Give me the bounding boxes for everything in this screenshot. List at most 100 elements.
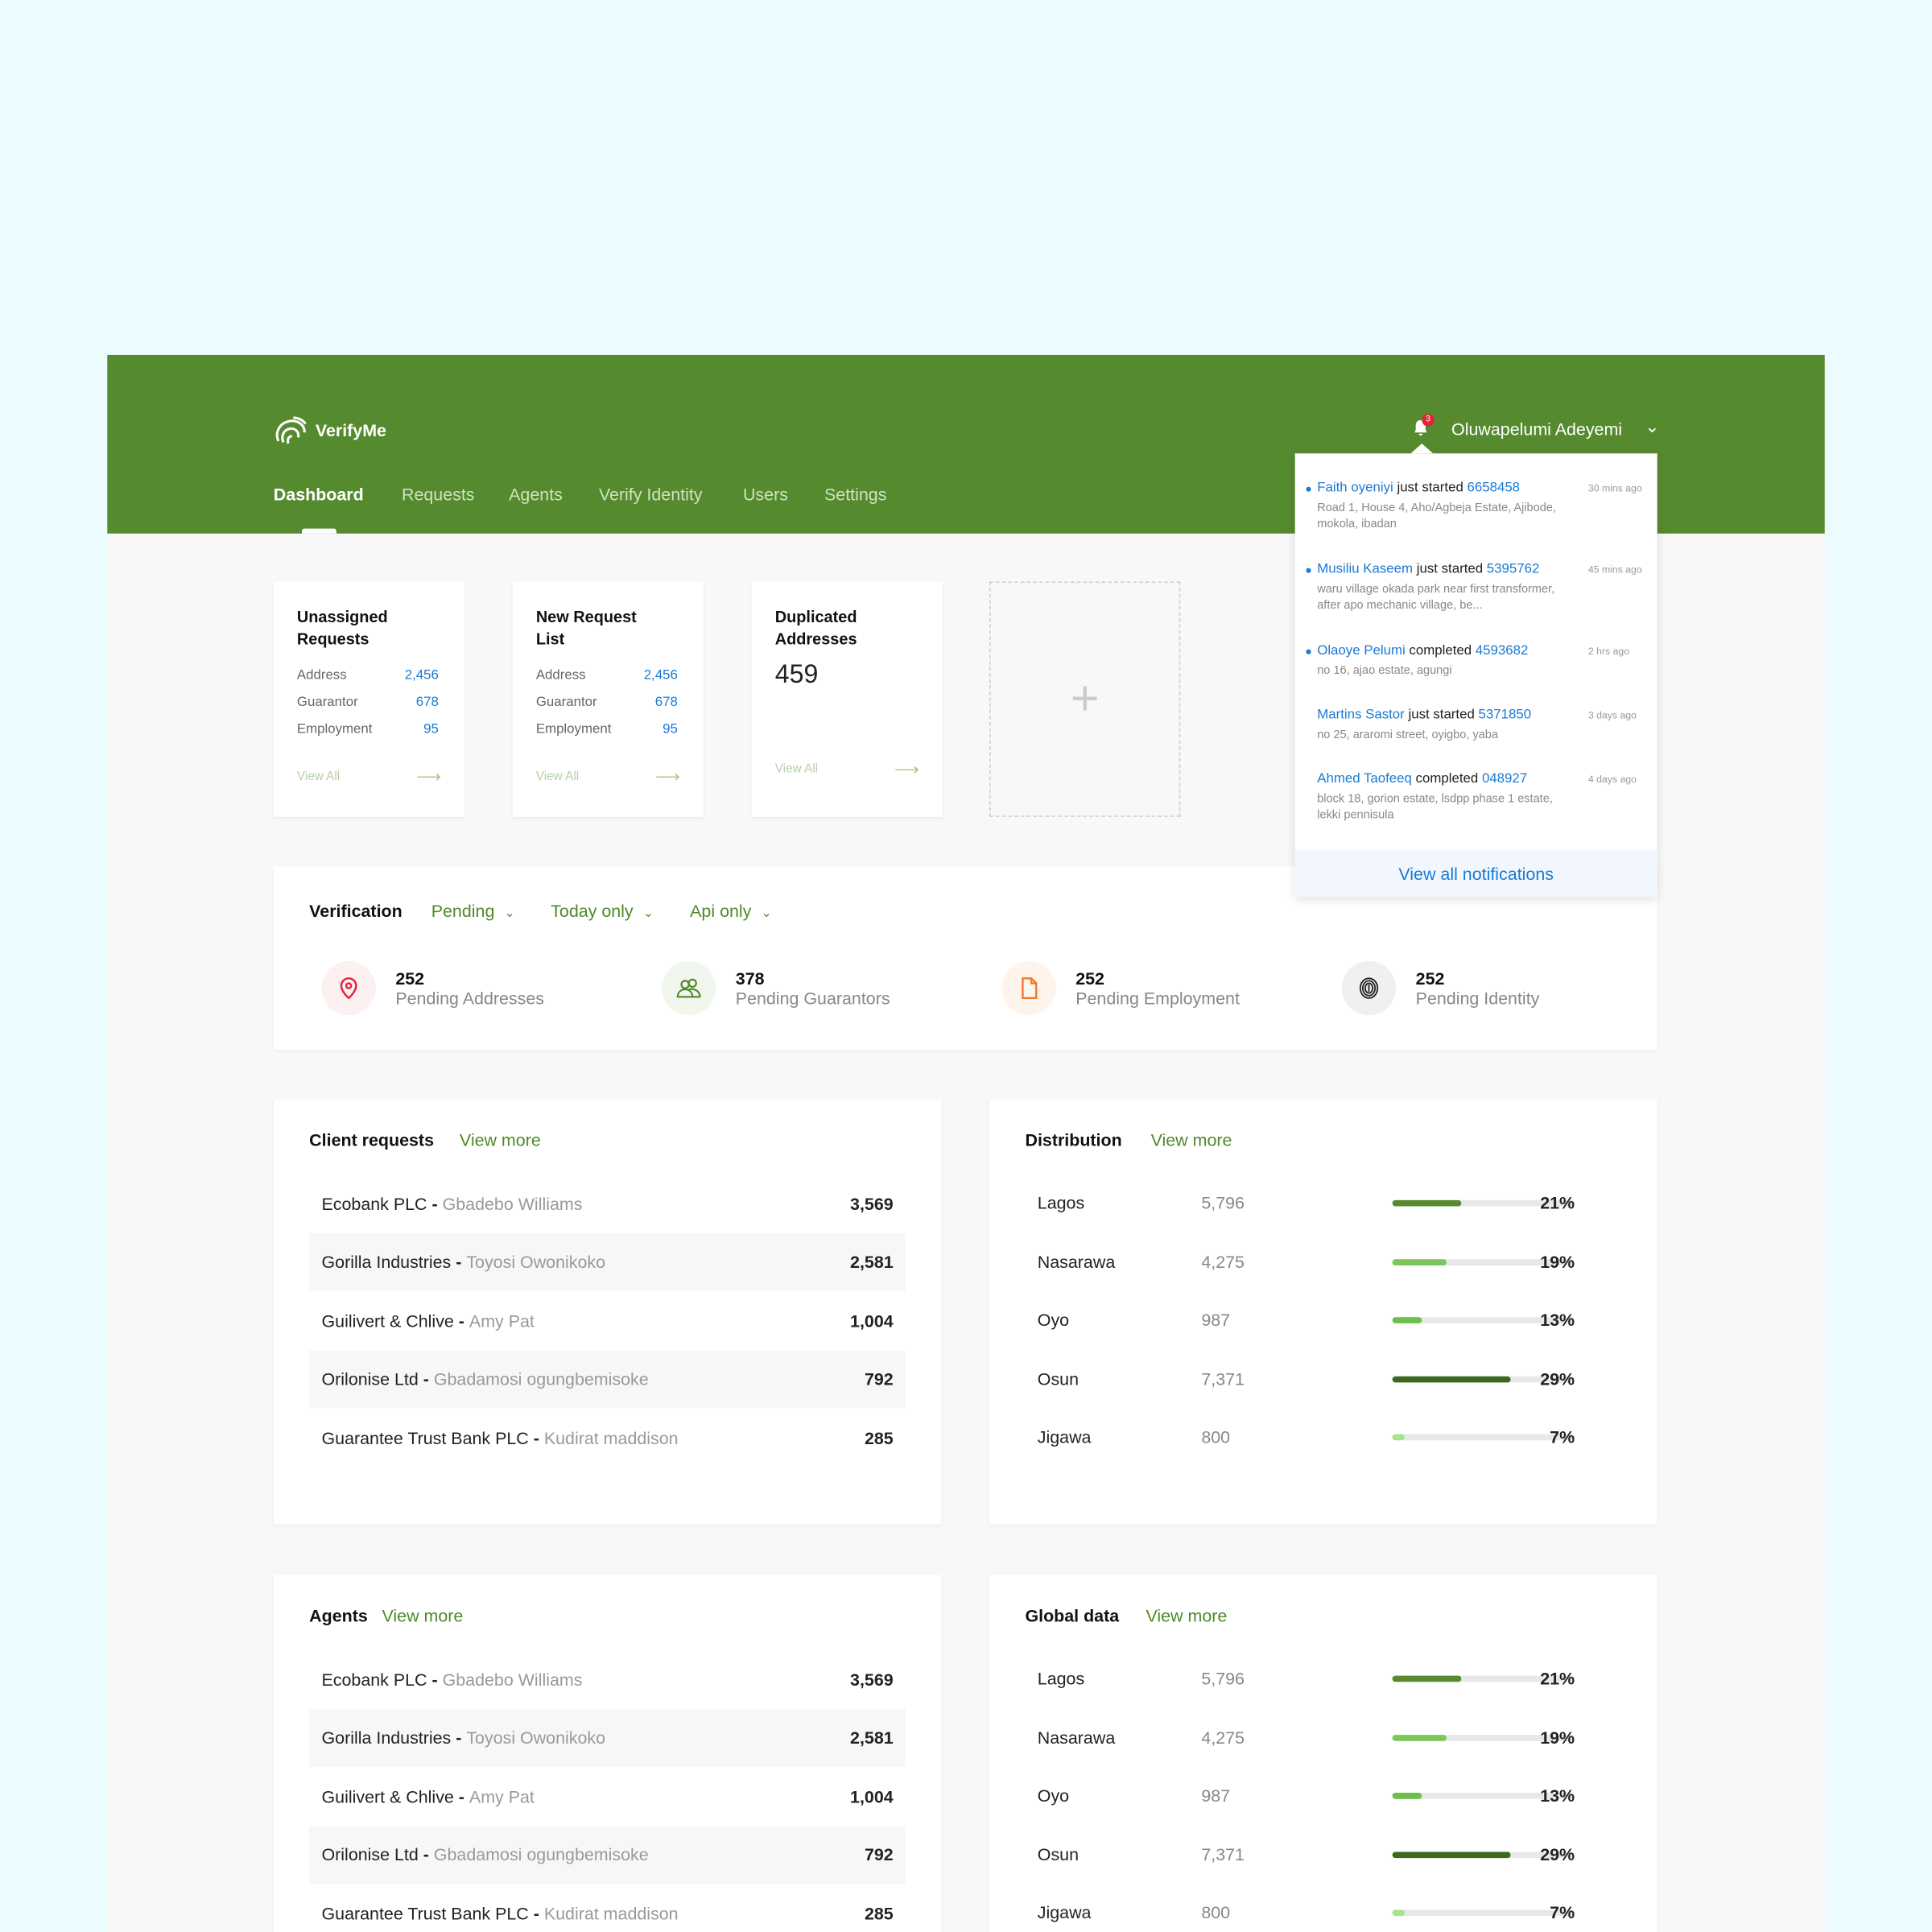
contact-name: Kudirat maddison <box>543 1427 679 1447</box>
list-item[interactable]: Ecobank PLC - Gbadebo Williams 3,569 <box>309 1174 906 1232</box>
verification-stat[interactable]: 252 Pending Addresses <box>321 960 544 1016</box>
panel-title: Distribution <box>1025 1129 1122 1150</box>
filter-dropdown[interactable]: Today only ⌄ <box>551 901 654 920</box>
state-count: 7,371 <box>1201 1843 1245 1864</box>
row-label: Guarantor <box>296 695 358 710</box>
tab-verify-identity[interactable]: Verify Identity <box>598 484 703 505</box>
contact-name: Toyosi Owonikoko <box>466 1727 606 1748</box>
card-row[interactable]: Address 2,456 <box>297 668 439 683</box>
view-all-link[interactable]: View All <box>774 762 819 777</box>
list-item[interactable]: Gorilla Industries - Toyosi Owonikoko 2,5… <box>309 1232 906 1291</box>
view-more-link[interactable]: View more <box>1146 1605 1228 1625</box>
tab-requests[interactable]: Requests <box>401 484 475 505</box>
list-item[interactable]: Gorilla Industries - Toyosi Owonikoko 2,5… <box>309 1708 906 1767</box>
verification-stat[interactable]: 378 Pending Guarantors <box>661 960 890 1016</box>
add-card-button[interactable]: + <box>989 581 1181 817</box>
state-name: Lagos <box>1037 1668 1085 1688</box>
list-item[interactable]: Guilivert & Chlive - Amy Pat 1,004 <box>309 1767 906 1825</box>
list-item[interactable]: Guilivert & Chlive - Amy Pat 1,004 <box>309 1291 906 1349</box>
state-percent: 19% <box>1540 1251 1575 1271</box>
tab-dashboard[interactable]: Dashboard <box>273 484 364 505</box>
arrow-right-icon[interactable]: ⟶ <box>655 766 680 786</box>
verification-stat[interactable]: 252 Pending Employment <box>1001 960 1240 1016</box>
notification-user[interactable]: Olaoye Pelumi <box>1317 642 1406 658</box>
arrow-right-icon[interactable]: ⟶ <box>416 766 441 786</box>
notification-item[interactable]: Faith oyeniyi just started 6658458 Road 1… <box>1306 480 1649 532</box>
view-more-link[interactable]: View more <box>459 1129 541 1150</box>
state-percent: 19% <box>1540 1727 1575 1747</box>
progress-track <box>1392 1434 1575 1441</box>
notifications-dropdown: Faith oyeniyi just started 6658458 Road 1… <box>1294 444 1657 898</box>
card-row[interactable]: Guarantor 678 <box>536 695 678 709</box>
item-name: Gorilla Industries - Toyosi Owonikoko <box>321 1728 605 1747</box>
summary-card: Duplicated Addresses 459 View All ⟶ <box>751 581 943 817</box>
notification-bell[interactable]: 3 <box>1412 414 1435 442</box>
verification-stat[interactable]: 252 Pending Identity <box>1341 960 1540 1016</box>
company-name: Ecobank PLC <box>321 1669 427 1689</box>
row-value: 95 <box>423 721 439 737</box>
item-value: 3,569 <box>850 1669 894 1689</box>
view-all-link[interactable]: View All <box>535 770 580 784</box>
distribution-row[interactable]: Osun 7,371 29% <box>1025 1350 1621 1408</box>
notification-user[interactable]: Faith oyeniyi <box>1317 480 1393 496</box>
distribution-row[interactable]: Jigawa 800 7% <box>1025 1884 1621 1932</box>
company-name: Gorilla Industries <box>321 1252 452 1272</box>
users-icon <box>661 960 716 1016</box>
list-item[interactable]: Orilonise Ltd - Gbadamosi ogungbemisoke 7… <box>309 1825 906 1884</box>
view-more-link[interactable]: View more <box>382 1605 464 1625</box>
distribution-row[interactable]: Oyo 987 13% <box>1025 1767 1621 1825</box>
notification-request-id[interactable]: 4593682 <box>1475 642 1529 658</box>
distribution-row[interactable]: Jigawa 800 7% <box>1025 1408 1621 1466</box>
stat-label: Pending Addresses <box>395 988 544 1009</box>
separator: - <box>528 1903 544 1923</box>
contact-name: Gbadebo Williams <box>442 1193 583 1213</box>
notification-line: Olaoye Pelumi completed 4593682 <box>1317 643 1649 658</box>
list-item[interactable]: Guarantee Trust Bank PLC - Kudirat maddi… <box>309 1884 906 1932</box>
filter-dropdown[interactable]: Api only ⌄ <box>690 901 771 920</box>
notification-user[interactable]: Ahmed Taofeeq <box>1317 771 1412 786</box>
state-count: 4,275 <box>1201 1727 1245 1747</box>
notification-item[interactable]: Ahmed Taofeeq completed 048927 block 18, … <box>1317 771 1649 823</box>
distribution-row[interactable]: Lagos 5,796 21% <box>1025 1174 1621 1232</box>
card-row[interactable]: Address 2,456 <box>536 668 678 683</box>
stat-label: Pending Identity <box>1415 988 1540 1009</box>
chevron-down-icon[interactable]: ⌄ <box>1645 416 1660 436</box>
stat-value: 252 <box>1415 968 1445 989</box>
notification-request-id[interactable]: 5371850 <box>1478 707 1532 722</box>
view-more-link[interactable]: View more <box>1150 1129 1232 1150</box>
tab-settings[interactable]: Settings <box>824 484 887 505</box>
card-row[interactable]: Employment 95 <box>536 722 678 737</box>
item-value: 792 <box>864 1368 894 1389</box>
state-count: 987 <box>1201 1310 1231 1330</box>
tab-agents[interactable]: Agents <box>509 484 563 505</box>
distribution-row[interactable]: Lagos 5,796 21% <box>1025 1649 1621 1707</box>
distribution-row[interactable]: Nasarawa 4,275 19% <box>1025 1708 1621 1766</box>
card-row[interactable]: Employment 95 <box>297 722 439 737</box>
notification-item[interactable]: Martins Sastor just started 5371850 no 25… <box>1317 708 1649 743</box>
notification-item[interactable]: Olaoye Pelumi completed 4593682 no 16, aj… <box>1306 643 1649 679</box>
notification-request-id[interactable]: 6658458 <box>1467 480 1521 496</box>
list-item[interactable]: Guarantee Trust Bank PLC - Kudirat maddi… <box>309 1408 906 1466</box>
notification-request-id[interactable]: 048927 <box>1481 771 1528 786</box>
view-all-link[interactable]: View All <box>296 770 341 784</box>
notification-user[interactable]: Martins Sastor <box>1317 707 1405 722</box>
notification-user[interactable]: Musiliu Kaseem <box>1317 561 1414 577</box>
view-all-notifications-link[interactable]: View all notifications <box>1294 850 1657 898</box>
filter-dropdown[interactable]: Pending ⌄ <box>431 901 515 920</box>
notification-item[interactable]: Musiliu Kaseem just started 5395762 waru … <box>1306 561 1649 613</box>
user-name[interactable]: Oluwapelumi Adeyemi <box>1451 419 1623 439</box>
distribution-row[interactable]: Osun 7,371 29% <box>1025 1826 1621 1884</box>
distribution-row[interactable]: Oyo 987 13% <box>1025 1291 1621 1349</box>
card-row[interactable]: Guarantor 678 <box>297 695 439 709</box>
separator: - <box>427 1669 443 1689</box>
notification-action: just started <box>1416 561 1484 577</box>
list-item[interactable]: Orilonise Ltd - Gbadamosi ogungbemisoke 7… <box>309 1349 906 1408</box>
arrow-right-icon[interactable]: ⟶ <box>894 758 919 779</box>
logo[interactable]: VerifyMe <box>274 414 386 446</box>
list-item[interactable]: Ecobank PLC - Gbadebo Williams 3,569 <box>309 1649 906 1707</box>
tab-users[interactable]: Users <box>742 484 788 505</box>
notification-request-id[interactable]: 5395762 <box>1486 561 1540 577</box>
separator: - <box>427 1193 443 1213</box>
item-value: 2,581 <box>850 1727 894 1748</box>
distribution-row[interactable]: Nasarawa 4,275 19% <box>1025 1232 1621 1290</box>
